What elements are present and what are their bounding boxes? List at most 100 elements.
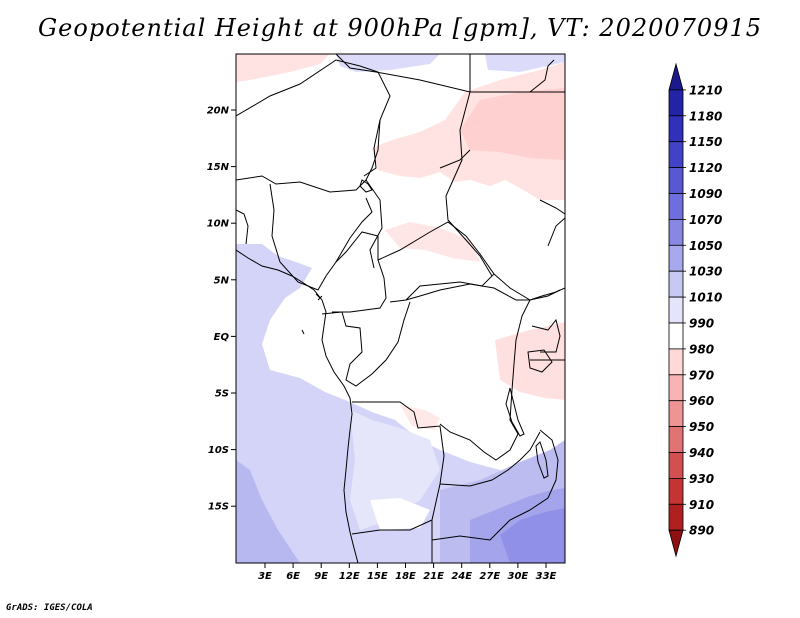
border-mali-niger (236, 175, 367, 193)
border-chad-sudan (445, 91, 493, 277)
colorbar-label: 950 (689, 420, 714, 434)
map-title: Geopotential Height at 900hPa [gpm], VT:… (38, 14, 762, 42)
colorbar-label: 980 (689, 342, 714, 356)
colorbar-label: 1180 (689, 109, 722, 123)
lat-tick-label: 10S (208, 445, 229, 456)
border-libya-egypt (335, 54, 471, 93)
lon-tick-label: 27E (479, 571, 500, 582)
colorbar-label: 940 (689, 446, 714, 460)
border-chad-top (439, 149, 471, 169)
low-height-central (385, 222, 480, 262)
border-ethiopia (547, 217, 565, 247)
colorbar-segment (668, 322, 684, 350)
border-niger-chad (365, 119, 383, 269)
colorbar-segment (668, 348, 684, 376)
lat-tick-label: 20N (207, 106, 230, 117)
longitude-axis: 3E 6E 9E 12E 15E 18E 21E 24E 27E 30E 33E (258, 563, 557, 582)
lon-tick-label: 30E (508, 571, 529, 582)
lon-tick-label: 3E (258, 571, 272, 582)
colorbar-label: 1150 (689, 135, 722, 149)
border-drc-east (439, 299, 531, 461)
border-nigeria (269, 183, 373, 291)
white-patch-south (370, 498, 430, 530)
lon-tick-label: 6E (286, 571, 300, 582)
colorbar-segment (668, 141, 684, 168)
colorbar-segment (668, 270, 684, 298)
border-mozambique (529, 429, 559, 511)
colorbar-segment (668, 193, 684, 220)
lon-tick-label: 21E (423, 571, 444, 582)
colorbar-label: 1120 (689, 161, 722, 175)
height-field (236, 54, 565, 563)
colorbar-label: 990 (689, 317, 714, 331)
border-sudan-east (539, 199, 565, 215)
colorbar-label: 930 (689, 472, 714, 486)
colorbar-segment (668, 296, 684, 324)
colorbar-segment (668, 477, 684, 505)
border-drc-north (405, 283, 530, 301)
colorbar-label: 960 (689, 394, 714, 408)
colorbar-segment (668, 400, 684, 428)
colorbar: 1210 1180 1150 1120 1090 1070 1050 1030 1010 990 9… (668, 62, 722, 558)
border-cameroon (332, 231, 387, 313)
border-uganda (531, 318, 561, 353)
colorbar-label: 970 (689, 368, 714, 382)
colorbar-segment (668, 167, 684, 194)
lon-tick-label: 24E (451, 571, 472, 582)
high-height-se-deep (500, 508, 565, 563)
coastline-west-africa (236, 249, 359, 563)
border-east-africa (529, 287, 565, 301)
colorbar-segment (668, 89, 684, 117)
low-height-core (460, 88, 565, 160)
country-borders (236, 54, 565, 563)
colorbar-segment (668, 426, 684, 453)
colorbar-bottom-arrow (668, 529, 684, 558)
lat-tick-label: 5N (214, 275, 230, 286)
lake-malawi (535, 441, 549, 479)
lon-tick-label: 33E (536, 571, 557, 582)
colorbar-segment (668, 503, 684, 531)
colorbar-label: 910 (689, 498, 714, 512)
lon-tick-label: 12E (339, 571, 360, 582)
high-height-south (236, 460, 300, 563)
high-height-north (336, 54, 440, 72)
lake-tanganyika (505, 387, 525, 437)
plot-frame (235, 53, 566, 564)
lat-tick-label: 15N (207, 162, 230, 173)
latitude-axis: 20N 15N 10N 5N EQ 5S 10S 15S (207, 106, 236, 513)
lat-tick-label: EQ (214, 332, 230, 343)
border-angola (351, 401, 445, 535)
low-height-south (400, 405, 440, 430)
colorbar-label: 890 (689, 524, 714, 538)
low-height-nw (236, 54, 330, 82)
colorbar-label: 1030 (689, 265, 722, 279)
colorbar-segment (668, 218, 684, 246)
colorbar-segment (668, 374, 684, 402)
border-congo-gabon (321, 301, 411, 387)
colorbar-label: 1090 (689, 187, 722, 201)
gulf-of-guinea-islands (301, 293, 323, 335)
lake-victoria (527, 349, 553, 373)
lake-chad (359, 179, 373, 193)
colorbar-label: 1050 (689, 239, 722, 253)
west-coast-north (236, 209, 249, 245)
border-zimbabwe (431, 509, 531, 541)
footer-credit: GrADS: IGES/COLA (6, 603, 93, 613)
lat-tick-label: 10N (207, 219, 230, 230)
colorbar-label: 1010 (689, 291, 722, 305)
colorbar-segment (668, 244, 684, 272)
colorbar-label: 1210 (689, 83, 722, 97)
lon-tick-label: 18E (395, 571, 416, 582)
lat-tick-label: 5S (215, 389, 229, 400)
colorbar-top-arrow (668, 62, 684, 91)
border-zambia (439, 431, 541, 487)
lon-tick-label: 9E (314, 571, 328, 582)
colorbar-segment (668, 452, 684, 479)
lon-tick-label: 15E (367, 571, 388, 582)
high-height-ne (485, 54, 565, 72)
colorbar-label: 1070 (689, 213, 722, 227)
colorbar-segment (668, 115, 684, 143)
lat-tick-label: 15S (208, 502, 229, 513)
red-sea-coast (529, 59, 555, 93)
